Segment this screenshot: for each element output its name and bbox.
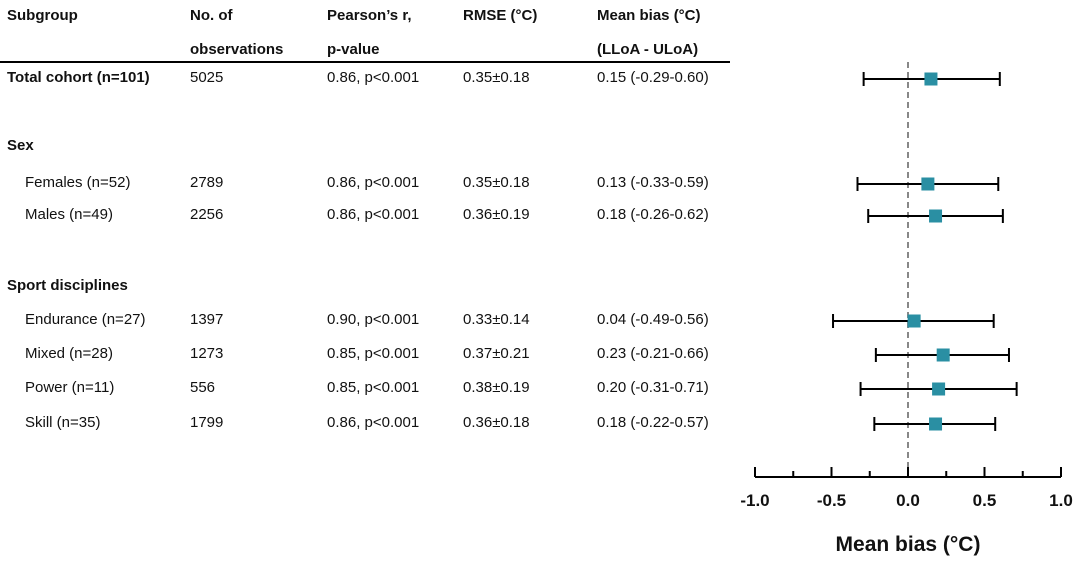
row-pearson: 0.86, p<0.001	[327, 69, 420, 86]
mean-bias-marker	[921, 177, 935, 191]
x-tick-label: 0.5	[973, 491, 997, 510]
section-heading: Sport disciplines	[7, 277, 128, 294]
header-subgroup-line1: Subgroup	[7, 7, 78, 24]
header-rmse-line1: RMSE (°C)	[463, 7, 538, 24]
x-tick-label: 0.0	[896, 491, 920, 510]
row-mean-bias: 0.18 (-0.26-0.62)	[597, 206, 709, 223]
row-mean-bias: 0.04 (-0.49-0.56)	[597, 311, 709, 328]
row-observations: 1799	[190, 414, 224, 431]
mean-bias-marker	[924, 72, 938, 86]
row-label: Total cohort (n=101)	[7, 69, 150, 86]
mean-bias-marker	[932, 382, 946, 396]
header-mean-bias-line1: Mean bias (°C)	[597, 7, 701, 24]
row-rmse: 0.36±0.18	[463, 414, 530, 431]
row-mean-bias: 0.18 (-0.22-0.57)	[597, 414, 709, 431]
row-label: Females (n=52)	[25, 174, 131, 191]
x-tick-label: -0.5	[817, 491, 846, 510]
row-label: Endurance (n=27)	[25, 311, 146, 328]
row-mean-bias: 0.23 (-0.21-0.66)	[597, 345, 709, 362]
x-tick-label: 1.0	[1049, 491, 1073, 510]
row-observations: 1397	[190, 311, 224, 328]
mean-bias-marker	[936, 348, 950, 362]
mean-bias-marker	[929, 417, 943, 431]
row-rmse: 0.36±0.19	[463, 206, 530, 223]
row-pearson: 0.86, p<0.001	[327, 174, 420, 191]
header-rule	[0, 61, 730, 63]
row-observations: 2256	[190, 206, 224, 223]
mean-bias-marker	[929, 209, 943, 223]
row-observations: 5025	[190, 69, 224, 86]
row-mean-bias: 0.15 (-0.29-0.60)	[597, 69, 709, 86]
header-pearson-line1: Pearson’s r,	[327, 7, 412, 24]
header-mean-bias-line2: (LLoA - ULoA)	[597, 41, 699, 58]
header-observations-line1: No. of	[190, 7, 233, 24]
row-pearson: 0.90, p<0.001	[327, 311, 420, 328]
header-observations-line2: observations	[190, 41, 284, 58]
row-rmse: 0.33±0.14	[463, 311, 530, 328]
row-pearson: 0.86, p<0.001	[327, 414, 420, 431]
row-mean-bias: 0.13 (-0.33-0.59)	[597, 174, 709, 191]
row-observations: 1273	[190, 345, 224, 362]
header-pearson-line2: p-value	[327, 41, 380, 58]
section-heading: Sex	[7, 137, 34, 154]
x-axis-label: Mean bias (°C)	[836, 533, 981, 556]
row-rmse: 0.35±0.18	[463, 174, 530, 191]
row-label: Power (n=11)	[25, 379, 115, 396]
row-observations: 556	[190, 379, 216, 396]
row-label: Mixed (n=28)	[25, 345, 113, 362]
row-observations: 2789	[190, 174, 224, 191]
row-rmse: 0.38±0.19	[463, 379, 530, 396]
row-pearson: 0.85, p<0.001	[327, 379, 420, 396]
row-label: Skill (n=35)	[25, 414, 101, 431]
row-rmse: 0.37±0.21	[463, 345, 530, 362]
row-pearson: 0.85, p<0.001	[327, 345, 420, 362]
mean-bias-marker	[907, 314, 921, 328]
row-pearson: 0.86, p<0.001	[327, 206, 420, 223]
row-rmse: 0.35±0.18	[463, 69, 530, 86]
row-label: Males (n=49)	[25, 206, 113, 223]
x-tick-label: -1.0	[740, 491, 769, 510]
row-mean-bias: 0.20 (-0.31-0.71)	[597, 379, 709, 396]
